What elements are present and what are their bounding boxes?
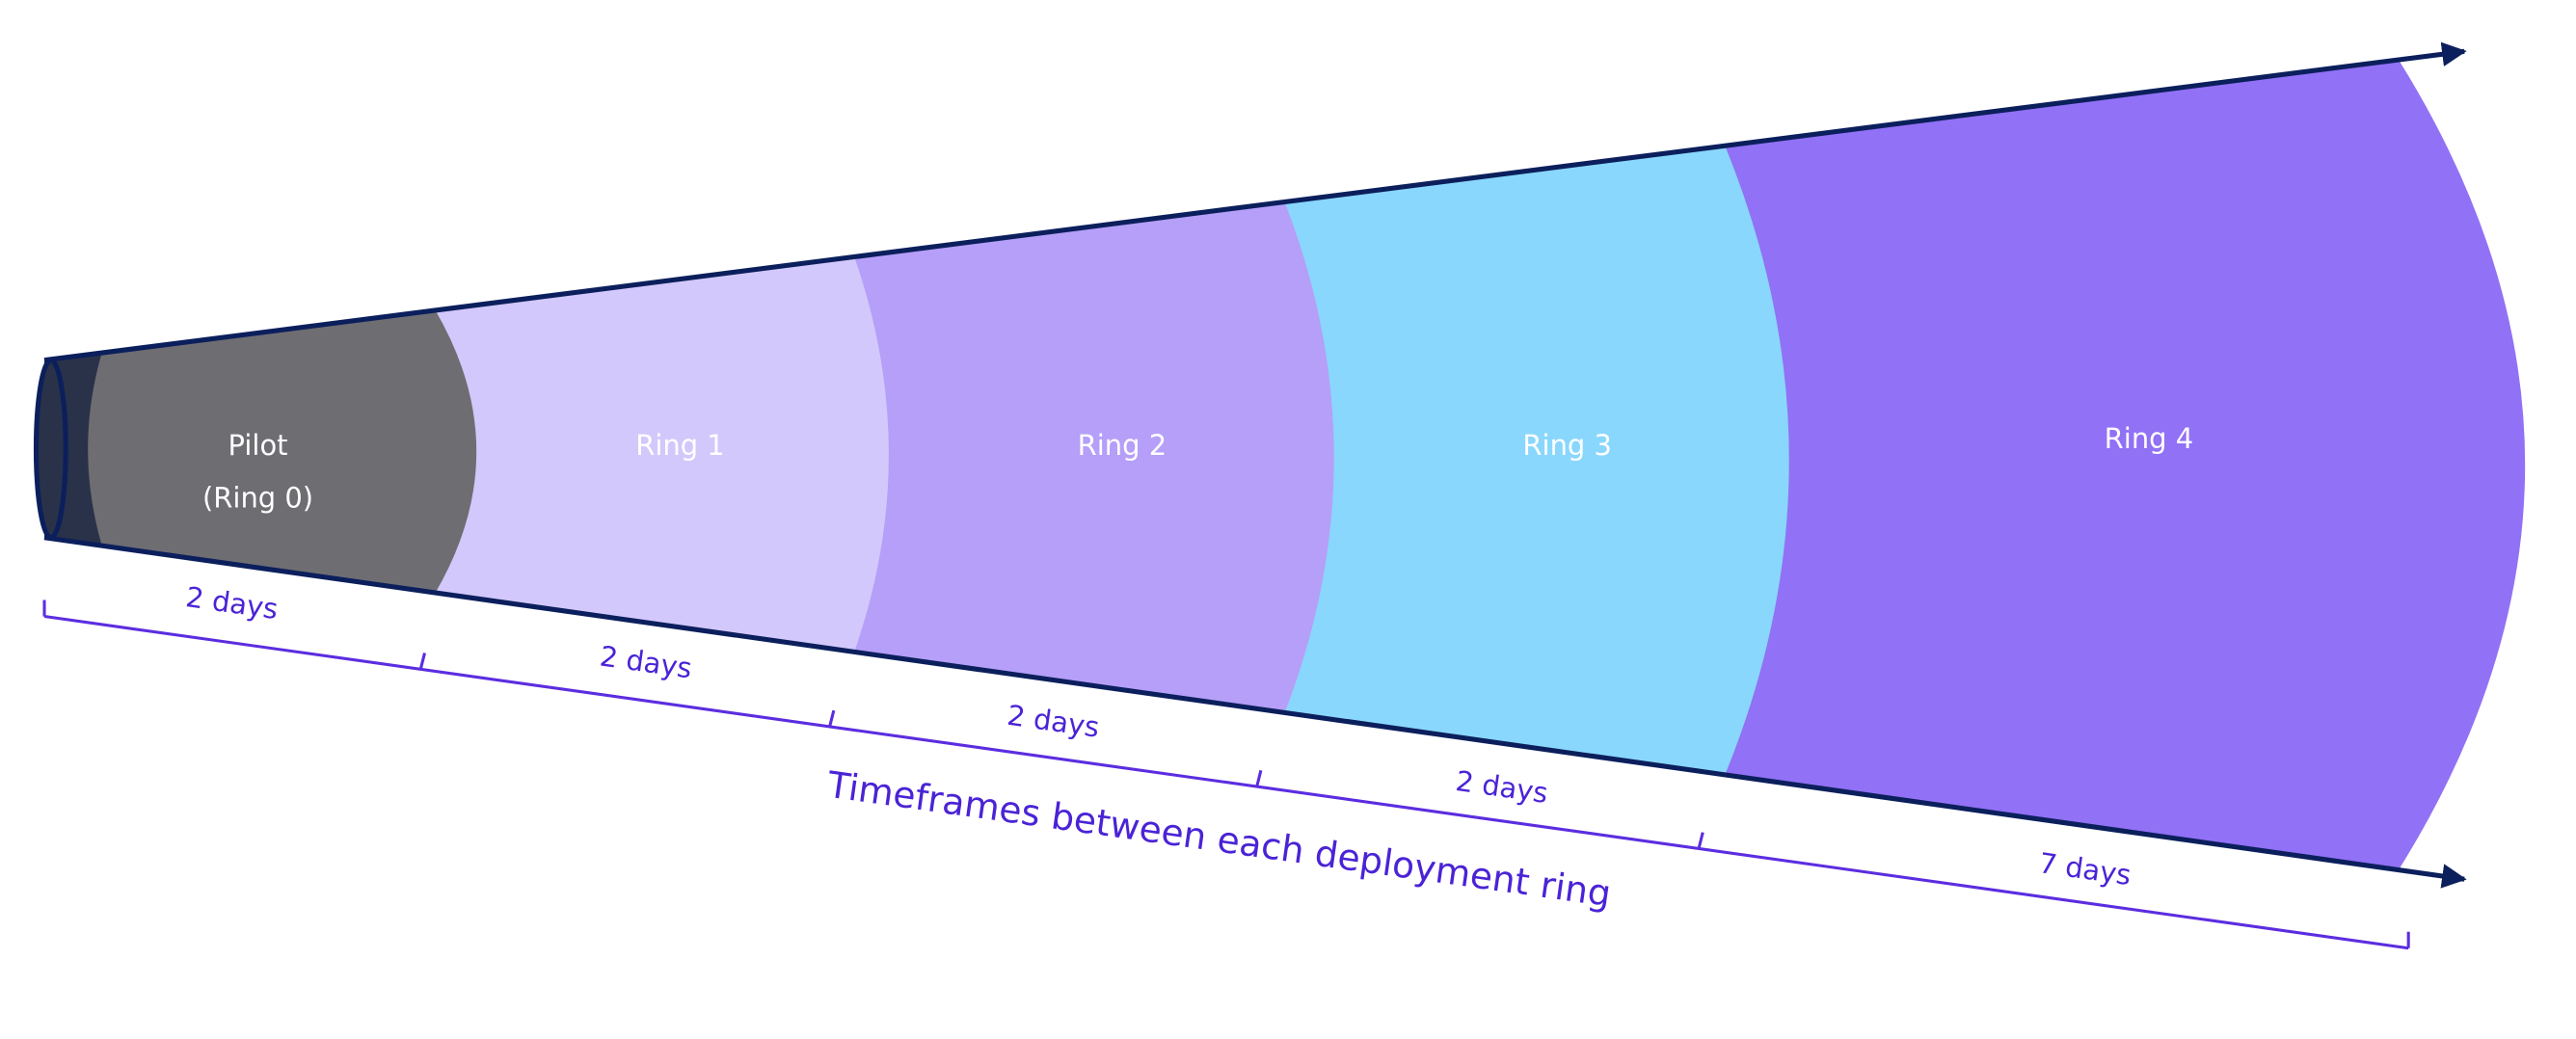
ring-label: Pilot [228, 429, 288, 462]
ring-label: Ring 1 [635, 429, 725, 462]
ring-segment [44, 309, 477, 594]
timeline-tick [418, 653, 426, 670]
timeframe-label: 2 days [1454, 764, 1550, 810]
cone-top-edge [43, 41, 2467, 363]
cone-bottom-edge [43, 535, 2467, 889]
timeframe-label: 2 days [1006, 699, 1102, 744]
timeframe-label: 2 days [598, 639, 694, 684]
ring-sublabel: (Ring 0) [202, 482, 313, 515]
cone-tip [33, 358, 68, 541]
ring-label: Ring 4 [2105, 422, 2194, 455]
ring-label: Ring 3 [1522, 429, 1612, 462]
timeline-tick [1697, 832, 1704, 850]
timeframe-label: 2 days [184, 580, 281, 626]
timeline-axis [43, 615, 2409, 950]
ring-label: Ring 2 [1078, 429, 1167, 462]
timeline-tick [828, 709, 836, 728]
timeline-tick [1255, 769, 1263, 787]
timeframe-label: 7 days [2037, 846, 2133, 892]
